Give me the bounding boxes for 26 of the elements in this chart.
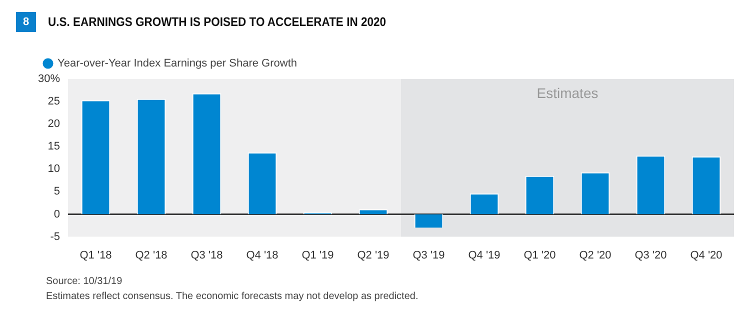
legend-label: Year-over-Year Index Earnings per Share Growth [58, 58, 297, 70]
x-tick-label: Q2 '19 [357, 249, 390, 262]
x-tick-label: Q1 '18 [80, 249, 112, 262]
source-note: Source: 10/31/19 [46, 275, 124, 289]
x-tick-label: Q2 '20 [579, 249, 612, 262]
x-tick-label: Q4 '20 [690, 249, 722, 262]
x-tick-label: Q2 '18 [135, 249, 168, 262]
x-tick-label: Q4 '18 [246, 249, 278, 262]
text: Estimates reflect consensus. The economic forecasts may not develop as predicted. [46, 290, 418, 304]
x-tick-label: Q3 '19 [412, 249, 445, 262]
y-tick-label: 5 [54, 186, 60, 198]
y-tick-label: 10 [48, 163, 60, 176]
band-label: Estimates [536, 84, 598, 101]
x-tick-label: Q3 '18 [190, 249, 223, 262]
chart-title: U.S. EARNINGS GROWTH IS POISED TO ACCELERATE IN 2020 [48, 15, 386, 29]
y-tick-label: 15 [48, 140, 60, 153]
x-tick-label: Q1 '20 [524, 249, 556, 262]
x-tick-label: Q1 '19 [302, 249, 334, 262]
y-tick-label: 0 [54, 208, 60, 220]
x-tick-label: Q4 '19 [468, 249, 500, 262]
text: 8 [16, 12, 36, 32]
y-tick-label: 30% [38, 73, 60, 86]
y-tick-label: 20 [48, 118, 60, 130]
x-tick-label: Q3 '20 [634, 249, 667, 262]
y-tick-label: -5 [50, 230, 60, 243]
y-tick-label: 25 [48, 96, 60, 108]
